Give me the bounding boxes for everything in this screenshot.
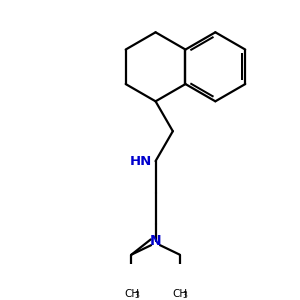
Text: HN: HN xyxy=(130,154,152,168)
Text: 3: 3 xyxy=(135,291,140,300)
Text: CH: CH xyxy=(124,289,139,299)
Text: CH: CH xyxy=(172,289,187,299)
Text: N: N xyxy=(150,234,161,248)
Text: 3: 3 xyxy=(183,291,188,300)
